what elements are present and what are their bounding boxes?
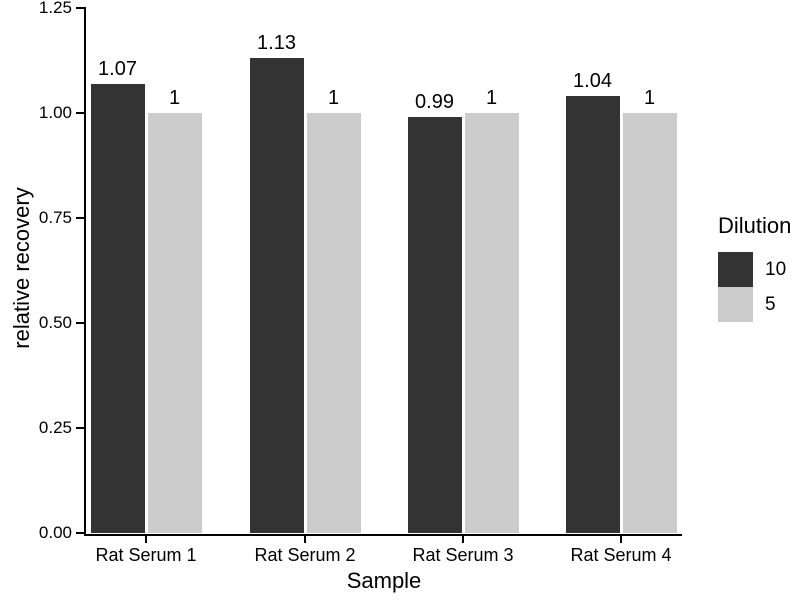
bar-value-label: 1 bbox=[168, 87, 181, 109]
y-tick-label: 0.25 bbox=[38, 418, 72, 437]
legend-title: Dilution bbox=[718, 213, 792, 238]
y-tick bbox=[76, 7, 84, 9]
bar-dilution-10 bbox=[565, 96, 620, 533]
y-tick-label: 0.75 bbox=[38, 208, 72, 227]
y-tick bbox=[76, 532, 84, 534]
bar-dilution-10 bbox=[90, 84, 145, 533]
bar-dilution-10 bbox=[407, 117, 462, 533]
y-tick-label: 0.00 bbox=[38, 523, 72, 542]
bar-value-label: 0.99 bbox=[415, 91, 454, 113]
x-tick bbox=[304, 536, 306, 543]
y-tick bbox=[76, 112, 84, 114]
x-axis-title: Sample bbox=[346, 568, 422, 593]
bar-dilution-5 bbox=[622, 113, 677, 533]
x-tick-label: Rat Serum 1 bbox=[95, 545, 197, 565]
y-tick bbox=[76, 322, 84, 324]
bar-dilution-5 bbox=[306, 113, 361, 533]
y-tick bbox=[76, 217, 84, 219]
y-tick-label: 1.00 bbox=[38, 103, 72, 122]
bar-dilution-5 bbox=[147, 113, 202, 533]
y-axis-line bbox=[84, 7, 86, 536]
x-tick-label: Rat Serum 3 bbox=[412, 545, 514, 565]
legend-label-dilution-5: 5 bbox=[765, 294, 776, 315]
x-axis-line bbox=[84, 534, 682, 536]
bar-dilution-10 bbox=[249, 58, 304, 533]
bar-value-label: 1 bbox=[643, 87, 656, 109]
bar-value-label: 1 bbox=[485, 87, 498, 109]
x-tick bbox=[620, 536, 622, 543]
legend-key-dilution-5 bbox=[718, 287, 753, 322]
bar-value-label: 1.13 bbox=[257, 32, 296, 54]
legend-key-dilution-10 bbox=[718, 252, 753, 287]
y-tick-label: 1.25 bbox=[38, 0, 72, 17]
y-axis-title: relative recovery bbox=[9, 187, 34, 349]
bar-value-label: 1.04 bbox=[573, 70, 612, 92]
x-tick bbox=[462, 536, 464, 543]
bar-dilution-5 bbox=[464, 113, 519, 533]
y-tick bbox=[76, 427, 84, 429]
x-tick bbox=[145, 536, 147, 543]
x-tick-label: Rat Serum 2 bbox=[254, 545, 356, 565]
bar-value-label: 1.07 bbox=[98, 58, 137, 80]
bar-value-label: 1 bbox=[327, 87, 340, 109]
y-tick-label: 0.50 bbox=[38, 313, 72, 332]
x-tick-label: Rat Serum 4 bbox=[570, 545, 672, 565]
legend-label-dilution-10: 10 bbox=[765, 259, 787, 280]
